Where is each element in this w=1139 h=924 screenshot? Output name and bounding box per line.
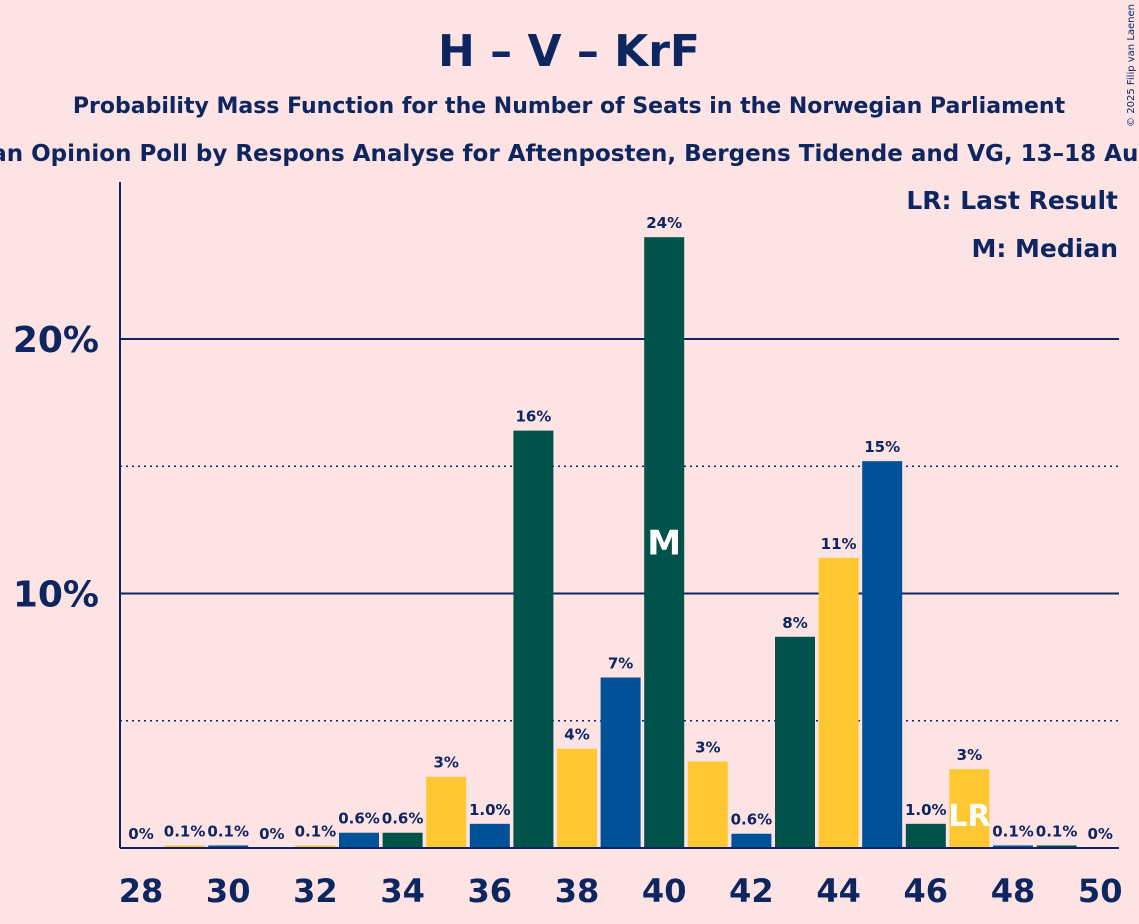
bar-value-label: 7% (608, 654, 633, 672)
bar-seat-32 (295, 845, 336, 848)
bar-seat-41 (687, 761, 728, 848)
x-tick-label: 30 (206, 872, 251, 910)
bar-value-label: 11% (821, 535, 857, 553)
bar-value-label: 0.6% (382, 810, 424, 828)
bars-group (164, 237, 1077, 848)
x-tick-label: 34 (380, 872, 425, 910)
bar-seat-42 (731, 833, 772, 848)
x-tick-label: 36 (468, 872, 513, 910)
bar-value-label: 8% (782, 614, 807, 632)
bar-seat-44 (818, 557, 859, 848)
bar-seat-47 (949, 769, 990, 848)
bar-value-label: 0% (259, 825, 284, 843)
x-tick-label: 32 (293, 872, 338, 910)
chart-poll-description: n an Opinion Poll by Respons Analyse for… (0, 141, 1139, 167)
bar-seat-29 (164, 845, 205, 848)
copyright-notice: © 2025 Filip van Laenen (1126, 4, 1137, 127)
x-tick-label: 28 (119, 872, 164, 910)
bar-value-label: 1.0% (905, 801, 947, 819)
bar-seat-37 (513, 430, 554, 848)
x-tick-label: 38 (555, 872, 600, 910)
bar-seat-39 (600, 677, 641, 848)
bar-value-label: 15% (864, 438, 900, 456)
x-tick-label: 48 (991, 872, 1036, 910)
bar-value-label: 0.1% (1036, 822, 1078, 840)
bar-value-label: 0% (1087, 825, 1112, 843)
bar-value-label: 16% (515, 408, 551, 426)
bar-seat-45 (862, 461, 903, 848)
axes-group: 10% 20% 28 30 32 34 36 38 40 42 44 46 48 50 (13, 182, 1123, 910)
bar-seat-49 (1036, 845, 1077, 848)
bar-seat-30 (208, 845, 249, 848)
x-tick-label: 42 (729, 872, 774, 910)
bar-seat-33 (339, 832, 379, 848)
bar-value-label: 3% (433, 754, 458, 772)
bar-value-label: 0.6% (731, 811, 773, 829)
x-tick-label: 50 (1078, 872, 1123, 910)
bar-value-label: 0% (128, 825, 153, 843)
legend-median: M: Median (971, 234, 1118, 263)
bar-labels-group: 0% 0.1% 0.1% 0% 0.1%0.6% 0.6%3%1.0%16%4%7%24%… (128, 214, 1113, 843)
bar-value-label: 0.1% (992, 822, 1034, 840)
legend-last-result: LR: Last Result (906, 186, 1118, 215)
bar-value-label: 0.1% (295, 822, 337, 840)
x-tick-label: 40 (642, 872, 687, 910)
bar-seat-36 (469, 823, 510, 848)
bar-seat-46 (905, 823, 946, 848)
median-marker: M (647, 524, 681, 564)
bar-value-label: 0.1% (164, 822, 206, 840)
last-result-marker: LR (948, 799, 990, 834)
bar-seat-35 (426, 776, 467, 848)
x-tick-label: 44 (816, 872, 861, 910)
bar-value-label: 3% (695, 738, 720, 756)
chart-title: H – V – KrF (438, 26, 700, 77)
bar-value-label: 24% (646, 214, 682, 232)
x-tick-label: 46 (904, 872, 949, 910)
bar-seat-43 (775, 636, 815, 848)
markers-group: M LR (647, 524, 990, 834)
bar-seat-48 (993, 845, 1033, 848)
bar-seat-38 (557, 748, 597, 848)
bar-value-label: 4% (564, 726, 589, 744)
bar-value-label: 1.0% (469, 801, 511, 819)
bar-seat-34 (382, 832, 423, 848)
y-tick-label: 20% (13, 320, 99, 361)
bar-value-label: 0.6% (338, 810, 380, 828)
bar-value-label: 3% (957, 746, 982, 764)
bar-seat-40 (644, 237, 685, 848)
bar-value-label: 0.1% (207, 822, 249, 840)
chart-subtitle: Probability Mass Function for the Number… (73, 94, 1066, 119)
y-tick-label: 10% (13, 575, 99, 616)
